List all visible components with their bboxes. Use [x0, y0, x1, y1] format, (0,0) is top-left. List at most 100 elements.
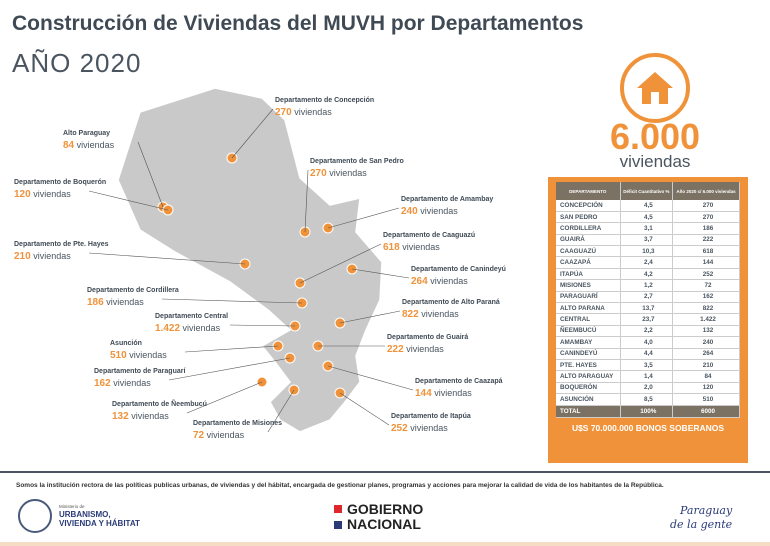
- table-cell: 618: [672, 245, 740, 258]
- table-cell: AMAMBAY: [556, 336, 621, 349]
- leader-line: [161, 298, 303, 304]
- table-cell: 132: [672, 325, 740, 338]
- map-shape: [117, 87, 383, 433]
- table-cell: 8,5: [620, 393, 674, 406]
- department-count: 618 viviendas: [383, 242, 440, 253]
- table-cell: 270: [672, 200, 740, 212]
- ministry-seal-logo: [18, 499, 52, 533]
- count-unit: viviendas: [131, 411, 169, 421]
- table-cell: 84: [672, 370, 740, 383]
- count-unit: viviendas: [420, 206, 458, 216]
- leader-line: [327, 365, 414, 391]
- mission-text: Somos la institución rectora de las polí…: [16, 482, 664, 489]
- table-cell: 3,1: [620, 222, 674, 235]
- table-row: CAAGUAZÚ 10,3 618: [556, 245, 740, 258]
- table-cell: ÑEEMBUCÚ: [556, 325, 621, 338]
- leader-line: [339, 392, 390, 426]
- count-value: 210: [14, 251, 31, 262]
- count-value: 270: [310, 168, 327, 179]
- leader-line: [267, 389, 295, 433]
- table-cell: PTE. HAYES: [556, 359, 621, 372]
- count-unit: viviendas: [329, 168, 367, 178]
- ministry-small: Ministerio de: [59, 504, 85, 509]
- table-cell: 2,4: [620, 256, 674, 269]
- count-value: 120: [14, 189, 31, 200]
- count-value: 186: [87, 297, 104, 308]
- table-row: CONCEPCIÓN 4,5 270: [556, 200, 740, 212]
- count-unit: viviendas: [76, 140, 115, 150]
- col-header: Déficit Cuantitativo %: [620, 182, 674, 200]
- ministry-line1: URBANISMO,: [59, 510, 111, 519]
- table-cell: MISIONES: [556, 279, 621, 292]
- table-cell: 822: [672, 302, 740, 315]
- table-cell: 186: [672, 222, 740, 235]
- table-row: ITAPÚA 4,2 252: [556, 268, 740, 281]
- table-row: CANINDEYÚ 4,4 264: [556, 348, 740, 360]
- table-cell: 72: [672, 279, 740, 292]
- count-value: 144: [415, 388, 432, 399]
- count-unit: viviendas: [434, 388, 472, 398]
- count-unit: viviendas: [206, 430, 245, 440]
- table-cell: 144: [672, 256, 740, 269]
- leader-line: [168, 357, 291, 381]
- table-cell: 23,7: [620, 313, 674, 326]
- department-count: 144 viviendas: [415, 388, 472, 399]
- count-value: 132: [112, 411, 129, 422]
- department-label: Departamento de Pte. Hayes: [14, 241, 109, 248]
- table-cell: 222: [672, 234, 740, 247]
- department-label: Departamento de Amambay: [401, 196, 494, 203]
- table-cell: 2,7: [620, 291, 674, 304]
- total-row: TOTAL 100% 6000: [556, 405, 740, 418]
- total-cell: TOTAL: [556, 405, 621, 418]
- table-row: ASUNCIÓN 8,5 510: [556, 393, 740, 406]
- department-count: 240 viviendas: [401, 206, 458, 217]
- table-cell: SAN PEDRO: [556, 211, 621, 224]
- table-cell: 4,2: [620, 268, 674, 281]
- department-label: Departamento de Itapúa: [391, 413, 471, 420]
- count-unit: viviendas: [129, 350, 167, 360]
- total-cell: 100%: [620, 405, 674, 418]
- department-label: Departamento de Concepción: [275, 97, 375, 104]
- count-value: 252: [391, 423, 408, 434]
- count-unit: viviendas: [402, 242, 440, 252]
- year-subtitle: AÑO 2020: [12, 48, 142, 78]
- department-label: Departamento de Paraguarí: [94, 368, 186, 375]
- table-cell: 4,5: [620, 211, 674, 224]
- table-cell: 3,5: [620, 359, 674, 372]
- department-label: Departamento de Canindeyú: [411, 266, 506, 273]
- paraguay-map: [88, 87, 414, 433]
- divider: [0, 471, 770, 473]
- department-count: 72 viviendas: [193, 430, 244, 441]
- count-value: 270: [275, 107, 292, 118]
- table-cell: BOQUERÓN: [556, 382, 621, 395]
- table-cell: 162: [672, 291, 740, 304]
- table-cell: ALTO PARAGUAY: [556, 370, 621, 383]
- department-count: 270 viviendas: [275, 107, 332, 118]
- count-value: 618: [383, 242, 400, 253]
- table-cell: 2,0: [620, 382, 674, 395]
- count-value: 510: [110, 350, 127, 361]
- table-cell: 4,4: [620, 348, 674, 360]
- table-row: SAN PEDRO 4,5 270: [556, 211, 740, 224]
- department-label: Departamento de Guairá: [387, 334, 469, 341]
- department-label: Departamento de San Pedro: [310, 158, 404, 165]
- slogan-line1: Paraguay: [680, 504, 733, 517]
- count-unit: viviendas: [33, 189, 71, 199]
- leader-line: [88, 252, 246, 265]
- table-row: PARAGUARÍ 2,7 162: [556, 291, 740, 304]
- table-cell: PARAGUARÍ: [556, 291, 621, 304]
- department-label: Departamento de Boquerón: [14, 179, 107, 186]
- table-cell: GUAIRÁ: [556, 234, 621, 247]
- page-title: Construcción de Viviendas del MUVH por D…: [12, 12, 584, 35]
- table-cell: 4,0: [620, 336, 674, 349]
- table-row: ALTO PARAGUAY 1,4 84: [556, 370, 740, 383]
- department-label: Departamento de Ñeembucú: [112, 401, 207, 408]
- col-header: Año 2020 c/ 6.000 viviendas: [672, 182, 740, 200]
- leader-line: [229, 324, 296, 327]
- table-cell: 4,5: [620, 200, 674, 212]
- bonos-footer: U$S 70.000.000 BONOS SOBERANOS: [571, 422, 725, 433]
- leader-line: [299, 243, 382, 284]
- count-unit: viviendas: [430, 276, 468, 286]
- count-unit: viviendas: [406, 344, 444, 354]
- table-cell: 120: [672, 382, 740, 395]
